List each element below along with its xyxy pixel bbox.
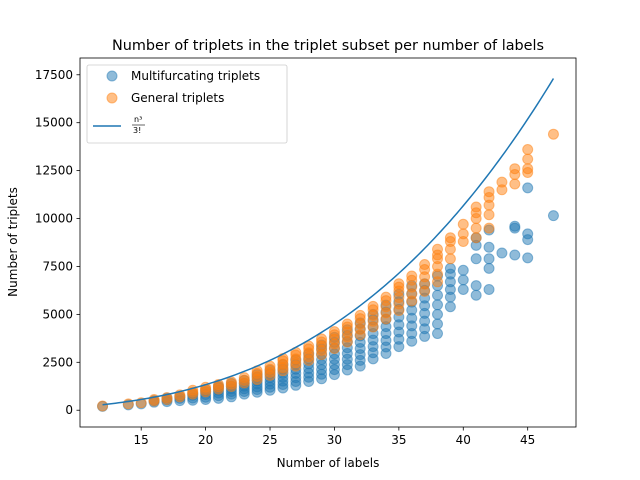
general-point-117 <box>496 176 508 188</box>
x-tick-label-1: 20 <box>198 433 213 447</box>
x-tick-label-5: 40 <box>456 433 471 447</box>
x-tick-label-6: 45 <box>520 433 535 447</box>
x-tick-label-0: 15 <box>134 433 149 447</box>
y-tick-label-2: 5000 <box>42 307 73 321</box>
multifurcating-point-158 <box>457 283 469 295</box>
general-point-20 <box>225 376 237 388</box>
multifurcating-point-147 <box>432 308 444 320</box>
y-tick-label-0: 0 <box>65 403 73 417</box>
chart-title: Number of triplets in the triplet subset… <box>112 38 544 54</box>
x-tick-label-4: 35 <box>391 433 406 447</box>
legend: Multifurcating triplets General triplets… <box>86 64 288 144</box>
multifurcating-point-162 <box>470 280 482 292</box>
legend-marker-general <box>106 92 118 104</box>
multifurcating-point-169 <box>483 241 495 253</box>
x-tick-label-3: 30 <box>327 433 342 447</box>
multifurcating-point-168 <box>483 253 495 265</box>
multifurcating-point-157 <box>444 262 456 274</box>
legend-label-multifurcating: Multifurcating triplets <box>131 69 260 83</box>
multifurcating-point-171 <box>496 247 508 259</box>
general-point-112 <box>483 209 495 221</box>
y-axis-ticks: 0 2500 5000 7500 10000 12500 15000 17500 <box>35 68 80 417</box>
general-point-120 <box>509 163 521 175</box>
general-point-71 <box>367 300 379 312</box>
legend-label-cubic: n³ 3! <box>132 115 145 135</box>
general-point-61 <box>341 318 353 330</box>
multifurcating-point-161 <box>470 289 482 301</box>
multifurcating-point-148 <box>432 299 444 311</box>
x-axis-ticks: 15 20 25 30 35 40 45 <box>134 427 535 447</box>
y-axis-label: Number of triplets <box>6 187 20 297</box>
y-tick-label-7: 17500 <box>35 68 73 82</box>
general-point-0 <box>97 400 109 412</box>
plot-area <box>97 78 559 412</box>
multifurcating-point-149 <box>432 289 444 301</box>
multifurcating-point-174 <box>509 220 521 232</box>
general-point-110 <box>470 201 482 213</box>
multifurcating-point-175 <box>522 252 534 264</box>
general-point-51 <box>316 333 328 345</box>
multifurcating-point-145 <box>432 328 444 340</box>
general-point-122 <box>522 163 534 175</box>
general-point-98 <box>432 243 444 255</box>
legend-marker-multifurcating <box>106 70 118 82</box>
multifurcating-point-177 <box>522 228 534 240</box>
general-point-104 <box>457 228 469 240</box>
x-axis-label: Number of labels <box>277 456 380 470</box>
y-tick-label-3: 7500 <box>42 259 73 273</box>
multifurcating-point-172 <box>509 249 521 261</box>
legend-cubic-denominator: 3! <box>133 126 141 135</box>
general-point-31 <box>264 360 276 372</box>
multifurcating-point-152 <box>444 301 456 313</box>
x-tick-label-2: 25 <box>262 433 277 447</box>
legend-cubic-numerator: n³ <box>134 115 142 124</box>
general-point-99 <box>444 253 456 265</box>
general-point-36 <box>277 352 289 364</box>
multifurcating-point-178 <box>522 182 534 194</box>
general-point-56 <box>328 326 340 338</box>
y-tick-label-1: 2500 <box>42 355 73 369</box>
general-point-105 <box>457 218 469 230</box>
multifurcating-point-159 <box>457 274 469 286</box>
general-point-124 <box>522 144 534 156</box>
multifurcating-point-163 <box>470 253 482 265</box>
multifurcating-point-179 <box>547 210 559 222</box>
legend-label-general: General triplets <box>131 91 224 105</box>
line-layer <box>102 78 555 406</box>
general-point-102 <box>444 232 456 244</box>
general-point-123 <box>522 153 534 165</box>
general-point-125 <box>547 128 559 140</box>
y-tick-label-4: 10000 <box>35 212 73 226</box>
general-point-106 <box>470 232 482 244</box>
general-point-115 <box>483 186 495 198</box>
general-point-82 <box>393 278 405 290</box>
general-point-46 <box>303 340 315 352</box>
general-point-76 <box>380 291 392 303</box>
general-point-66 <box>354 309 366 321</box>
y-tick-label-5: 12500 <box>35 164 73 178</box>
general-point-107 <box>470 222 482 234</box>
axes-frame <box>79 57 577 428</box>
general-point-87 <box>406 270 418 282</box>
multifurcating-point-166 <box>483 283 495 295</box>
points-layer <box>97 128 559 412</box>
multifurcating-point-167 <box>483 262 495 274</box>
cubic-reference-line <box>102 78 555 406</box>
general-point-118 <box>509 178 521 190</box>
multifurcating-point-146 <box>432 318 444 330</box>
general-point-23 <box>238 372 250 384</box>
general-point-111 <box>483 222 495 234</box>
legend-box <box>86 64 288 144</box>
multifurcating-point-160 <box>457 264 469 276</box>
general-point-92 <box>419 259 431 271</box>
y-tick-label-6: 15000 <box>35 116 73 130</box>
